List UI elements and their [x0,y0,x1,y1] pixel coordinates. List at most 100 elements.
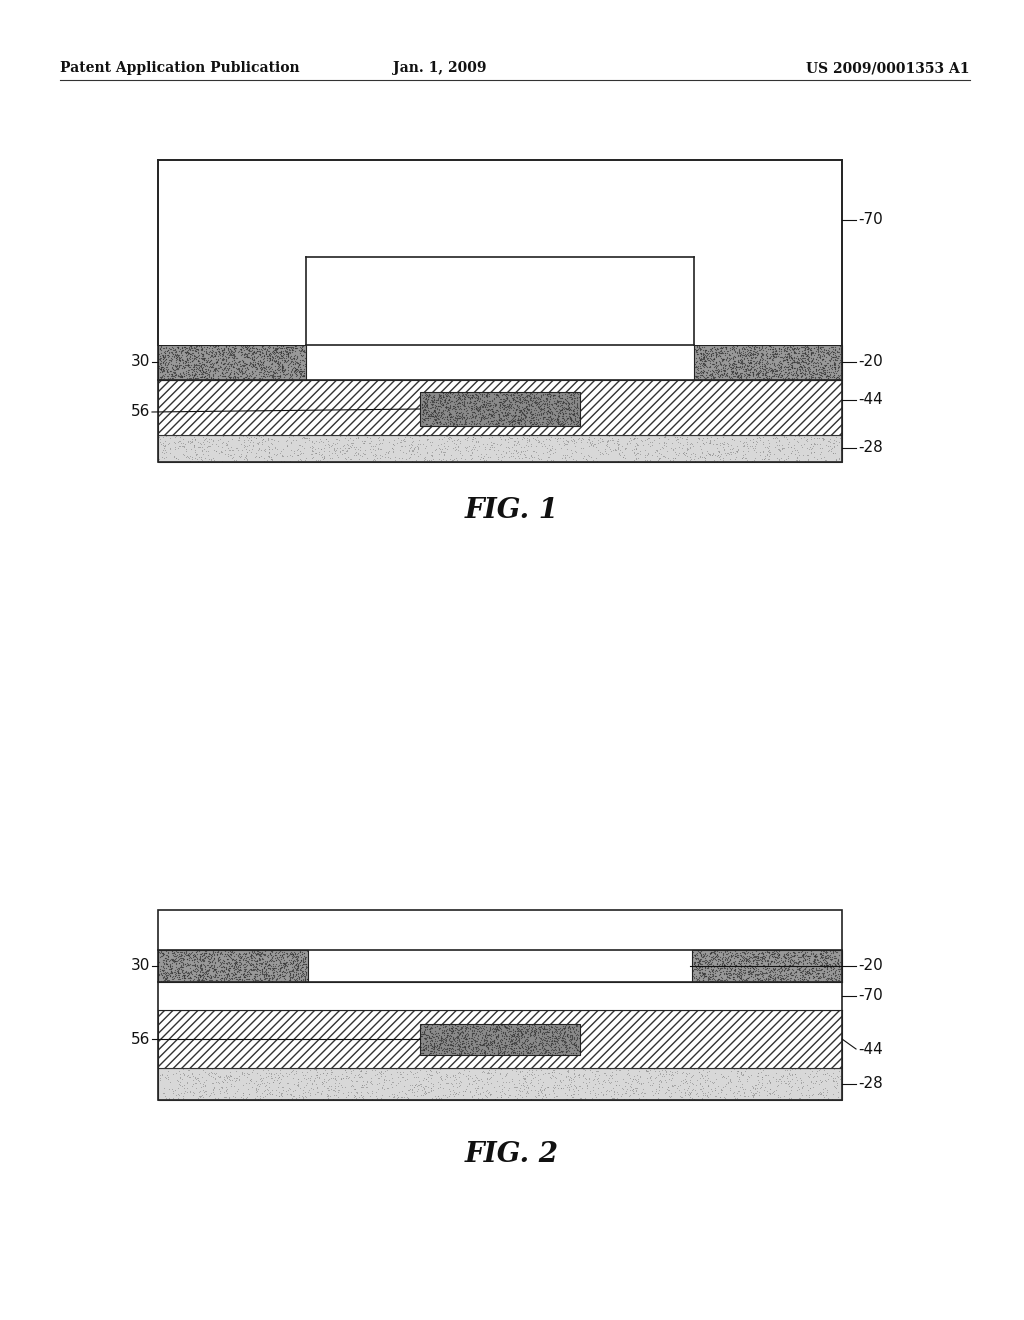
Point [768,366,784,387]
Point [801,962,817,983]
Point [462,1015,478,1036]
Point [297,432,313,453]
Point [220,347,237,368]
Point [221,341,238,362]
Point [799,348,815,370]
Point [800,350,816,371]
Point [499,1019,515,1040]
Point [488,384,505,405]
Point [175,965,191,986]
Point [715,946,731,968]
Point [172,948,188,969]
Point [742,430,759,451]
Point [828,367,845,388]
Point [427,404,443,425]
Point [238,949,254,970]
Point [237,968,253,989]
Point [479,1043,496,1064]
Point [540,400,556,421]
Point [779,351,796,372]
Point [822,950,839,972]
Point [441,1040,458,1061]
Point [744,360,761,381]
Point [452,412,468,433]
Point [202,957,218,978]
Point [560,1026,577,1047]
Point [221,358,238,379]
Point [461,387,477,408]
Point [164,348,180,370]
Point [675,442,691,463]
Point [494,1024,510,1045]
Point [710,968,726,989]
Point [289,958,305,979]
Point [753,359,769,380]
Point [203,447,219,469]
Point [211,946,227,968]
Point [222,968,239,989]
Point [227,1068,244,1089]
Point [458,405,474,426]
Point [521,407,538,428]
Point [558,399,574,420]
Point [536,1038,552,1059]
Point [269,338,286,359]
Point [269,1064,286,1085]
Point [776,960,793,981]
Point [245,432,261,453]
Point [733,958,750,979]
Point [215,956,231,977]
Point [417,1023,433,1044]
Point [161,1088,177,1109]
Point [534,412,550,433]
Point [539,441,555,462]
Point [465,1023,481,1044]
Point [719,948,735,969]
Point [169,355,185,376]
Point [511,1041,527,1063]
Point [766,958,782,979]
Point [220,952,237,973]
Point [159,966,175,987]
Point [503,442,519,463]
Point [820,440,837,461]
Point [289,957,305,978]
Point [442,1073,459,1094]
Point [776,964,793,985]
Point [508,1016,524,1038]
Point [633,1073,649,1094]
Point [259,1084,275,1105]
Point [725,430,741,451]
Point [606,1082,623,1104]
Point [425,1039,441,1060]
Point [291,364,307,385]
Point [238,1088,254,1109]
Point [231,358,248,379]
Point [415,412,431,433]
Point [446,1064,463,1085]
Point [495,1036,511,1057]
Point [570,1024,587,1045]
Point [198,961,214,982]
Point [164,366,180,387]
Point [790,450,806,471]
Point [570,408,587,429]
Point [511,405,527,426]
Point [721,950,737,972]
Point [201,337,217,358]
Point [759,941,775,962]
Point [518,1022,535,1043]
Point [187,358,204,379]
Point [485,1018,502,1039]
Point [286,345,302,366]
Point [560,1016,577,1038]
Point [245,940,261,961]
Point [741,337,758,358]
Point [266,1069,283,1090]
Point [257,343,273,364]
Point [171,367,187,388]
Point [293,949,309,970]
Point [278,341,294,362]
Point [285,942,301,964]
Point [815,360,831,381]
